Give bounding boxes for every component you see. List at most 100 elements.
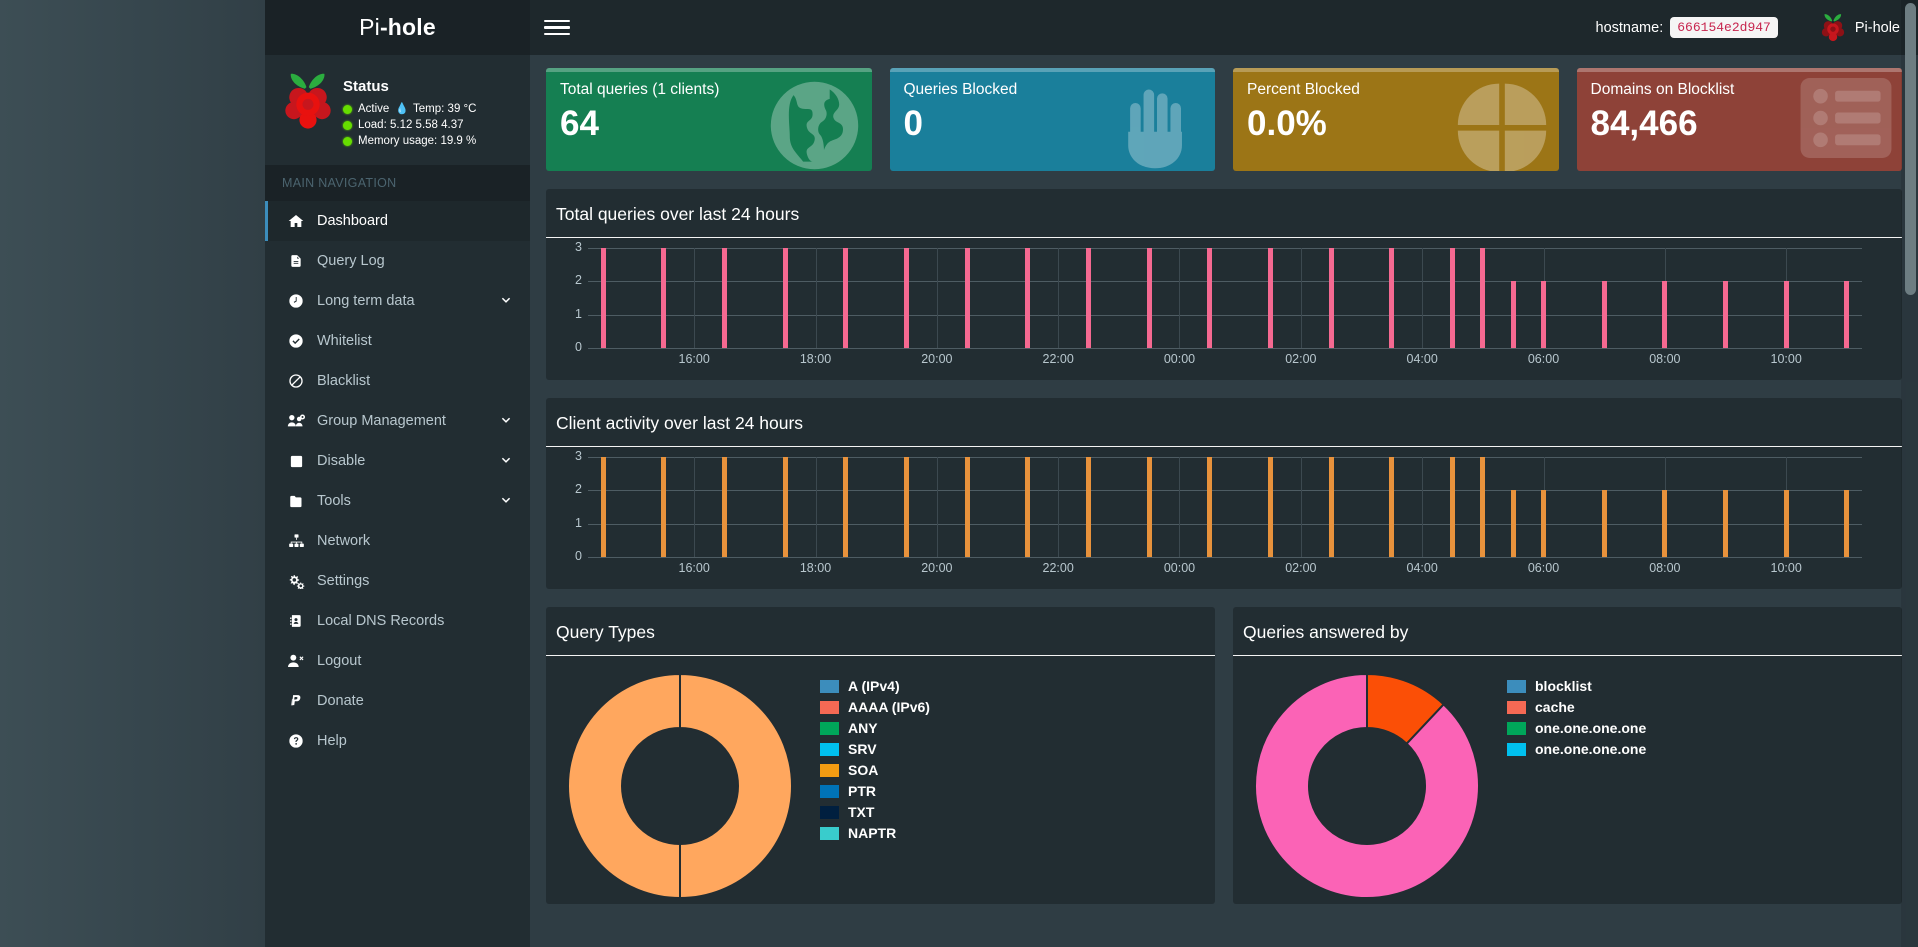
chart-bar[interactable]: [1449, 248, 1455, 348]
legend-item[interactable]: blocklist: [1507, 678, 1646, 694]
chart-bar[interactable]: [1723, 281, 1728, 348]
chart-bar[interactable]: [1025, 457, 1031, 557]
sidebar-item-donate[interactable]: Donate: [265, 681, 530, 721]
chart-bar[interactable]: [964, 248, 970, 348]
sidebar-item-query-log[interactable]: Query Log: [265, 241, 530, 281]
queries-answered-by-donut[interactable]: [1249, 668, 1485, 904]
chart-bar[interactable]: [782, 457, 788, 557]
chart-bar[interactable]: [1086, 457, 1091, 557]
legend-item[interactable]: NAPTR: [820, 825, 930, 841]
user-menu[interactable]: Pi-hole: [1820, 13, 1900, 43]
legend-item[interactable]: TXT: [820, 804, 930, 820]
chart-bar[interactable]: [1328, 248, 1334, 348]
chart-bar[interactable]: [1662, 281, 1668, 348]
sidebar-link-logout[interactable]: Logout: [265, 641, 530, 681]
chart-bar[interactable]: [1844, 281, 1850, 348]
chart-bar[interactable]: [1723, 490, 1728, 557]
chart-bar[interactable]: [1268, 457, 1273, 557]
sidebar-item-help[interactable]: Help: [265, 721, 530, 761]
page-scrollbar-thumb[interactable]: [1905, 3, 1916, 295]
chart-bar[interactable]: [1541, 490, 1546, 557]
sidebar-link-settings[interactable]: Settings: [265, 561, 530, 601]
chart-bar[interactable]: [722, 248, 727, 348]
chevron-down-icon[interactable]: [500, 455, 512, 467]
chart-bar[interactable]: [1510, 490, 1516, 557]
sidebar-item-settings[interactable]: Settings: [265, 561, 530, 601]
sidebar-link-whitelist[interactable]: Whitelist: [265, 321, 530, 361]
sidebar-item-network[interactable]: Network: [265, 521, 530, 561]
chart-bar[interactable]: [1268, 248, 1273, 348]
sidebar-item-whitelist[interactable]: Whitelist: [265, 321, 530, 361]
sidebar-item-tools[interactable]: Tools: [265, 481, 530, 521]
chart-bar[interactable]: [843, 248, 849, 348]
chart-bar[interactable]: [843, 457, 849, 557]
chart-bar[interactable]: [1844, 490, 1850, 557]
total-queries-chart[interactable]: 0 1 2 3 16:00 18:00 20:00 22:00 00:00 02:00 04:00 0…: [558, 240, 1890, 368]
chart-bar[interactable]: [661, 248, 667, 348]
page-scrollbar[interactable]: [1901, 0, 1918, 947]
sidebar-item-long-term-data[interactable]: Long term data: [265, 281, 530, 321]
sidebar-link-local-dns-records[interactable]: Local DNS Records: [265, 601, 530, 641]
chart-bar[interactable]: [600, 248, 606, 348]
sidebar-link-tools[interactable]: Tools: [265, 481, 530, 521]
chart-bar[interactable]: [1146, 248, 1152, 348]
legend-item[interactable]: A (IPv4): [820, 678, 930, 694]
sidebar-link-help[interactable]: Help: [265, 721, 530, 761]
chart-bar[interactable]: [1389, 457, 1395, 557]
chart-bar[interactable]: [1480, 248, 1486, 348]
legend-item[interactable]: SOA: [820, 762, 930, 778]
chart-bar[interactable]: [1328, 457, 1334, 557]
chart-bar[interactable]: [1662, 490, 1668, 557]
chevron-down-icon[interactable]: [500, 415, 512, 427]
donut-slice[interactable]: [567, 672, 681, 900]
sidebar-item-dashboard[interactable]: Dashboard: [265, 201, 530, 241]
sidebar-item-group-management[interactable]: Group Management: [265, 401, 530, 441]
chart-bar[interactable]: [904, 457, 909, 557]
chart-bar[interactable]: [1601, 281, 1607, 348]
legend-item[interactable]: one.one.one.one: [1507, 741, 1646, 757]
sidebar-link-network[interactable]: Network: [265, 521, 530, 561]
legend-item[interactable]: cache: [1507, 699, 1646, 715]
chevron-down-icon[interactable]: [500, 295, 512, 307]
query-types-donut[interactable]: [562, 668, 798, 904]
chart-bar[interactable]: [1601, 490, 1607, 557]
sidebar-link-disable[interactable]: Disable: [265, 441, 530, 481]
sidebar-item-logout[interactable]: Logout: [265, 641, 530, 681]
sidebar-link-long-term-data[interactable]: Long term data: [265, 281, 530, 321]
chart-bar[interactable]: [1783, 281, 1789, 348]
chart-bar[interactable]: [1783, 490, 1789, 557]
chart-bar[interactable]: [722, 457, 727, 557]
sidebar-item-blacklist[interactable]: Blacklist: [265, 361, 530, 401]
sidebar-logo[interactable]: Pi-hole: [265, 0, 530, 55]
chart-bar[interactable]: [661, 457, 667, 557]
legend-item[interactable]: PTR: [820, 783, 930, 799]
chart-bar[interactable]: [1449, 457, 1455, 557]
donut-slice[interactable]: [679, 672, 793, 900]
legend-item[interactable]: one.one.one.one: [1507, 720, 1646, 736]
chevron-down-icon[interactable]: [500, 495, 512, 507]
donut-slice[interactable]: [1254, 672, 1480, 899]
sidebar-item-local-dns-records[interactable]: Local DNS Records: [265, 601, 530, 641]
legend-item[interactable]: ANY: [820, 720, 930, 736]
client-activity-chart[interactable]: 0 1 2 3 16:00 18:00 20:00 22:00 00:00 02:00 04:00 0…: [558, 449, 1890, 577]
chart-bar[interactable]: [1207, 248, 1213, 348]
sidebar-link-blacklist[interactable]: Blacklist: [265, 361, 530, 401]
sidebar-link-group-management[interactable]: Group Management: [265, 401, 530, 441]
stat-box-queries-blocked[interactable]: Queries Blocked 0: [889, 68, 1215, 171]
stat-box-percent-blocked[interactable]: Percent Blocked 0.0%: [1233, 68, 1559, 171]
chart-bar[interactable]: [1086, 248, 1091, 348]
sidebar-link-dashboard[interactable]: Dashboard: [265, 201, 530, 241]
hamburger-icon[interactable]: [544, 15, 570, 41]
stat-box-domains-on-blocklist[interactable]: Domains on Blocklist 84,466: [1576, 68, 1902, 171]
chart-bar[interactable]: [1389, 248, 1395, 348]
stat-box-total-queries[interactable]: Total queries (1 clients) 64: [546, 68, 872, 171]
chart-bar[interactable]: [1025, 248, 1031, 348]
sidebar-link-donate[interactable]: Donate: [265, 681, 530, 721]
chart-bar[interactable]: [1510, 281, 1516, 348]
legend-item[interactable]: AAAA (IPv6): [820, 699, 930, 715]
chart-bar[interactable]: [1541, 281, 1546, 348]
chart-bar[interactable]: [600, 457, 606, 557]
chart-bar[interactable]: [1146, 457, 1152, 557]
chart-bar[interactable]: [1207, 457, 1213, 557]
sidebar-item-disable[interactable]: Disable: [265, 441, 530, 481]
